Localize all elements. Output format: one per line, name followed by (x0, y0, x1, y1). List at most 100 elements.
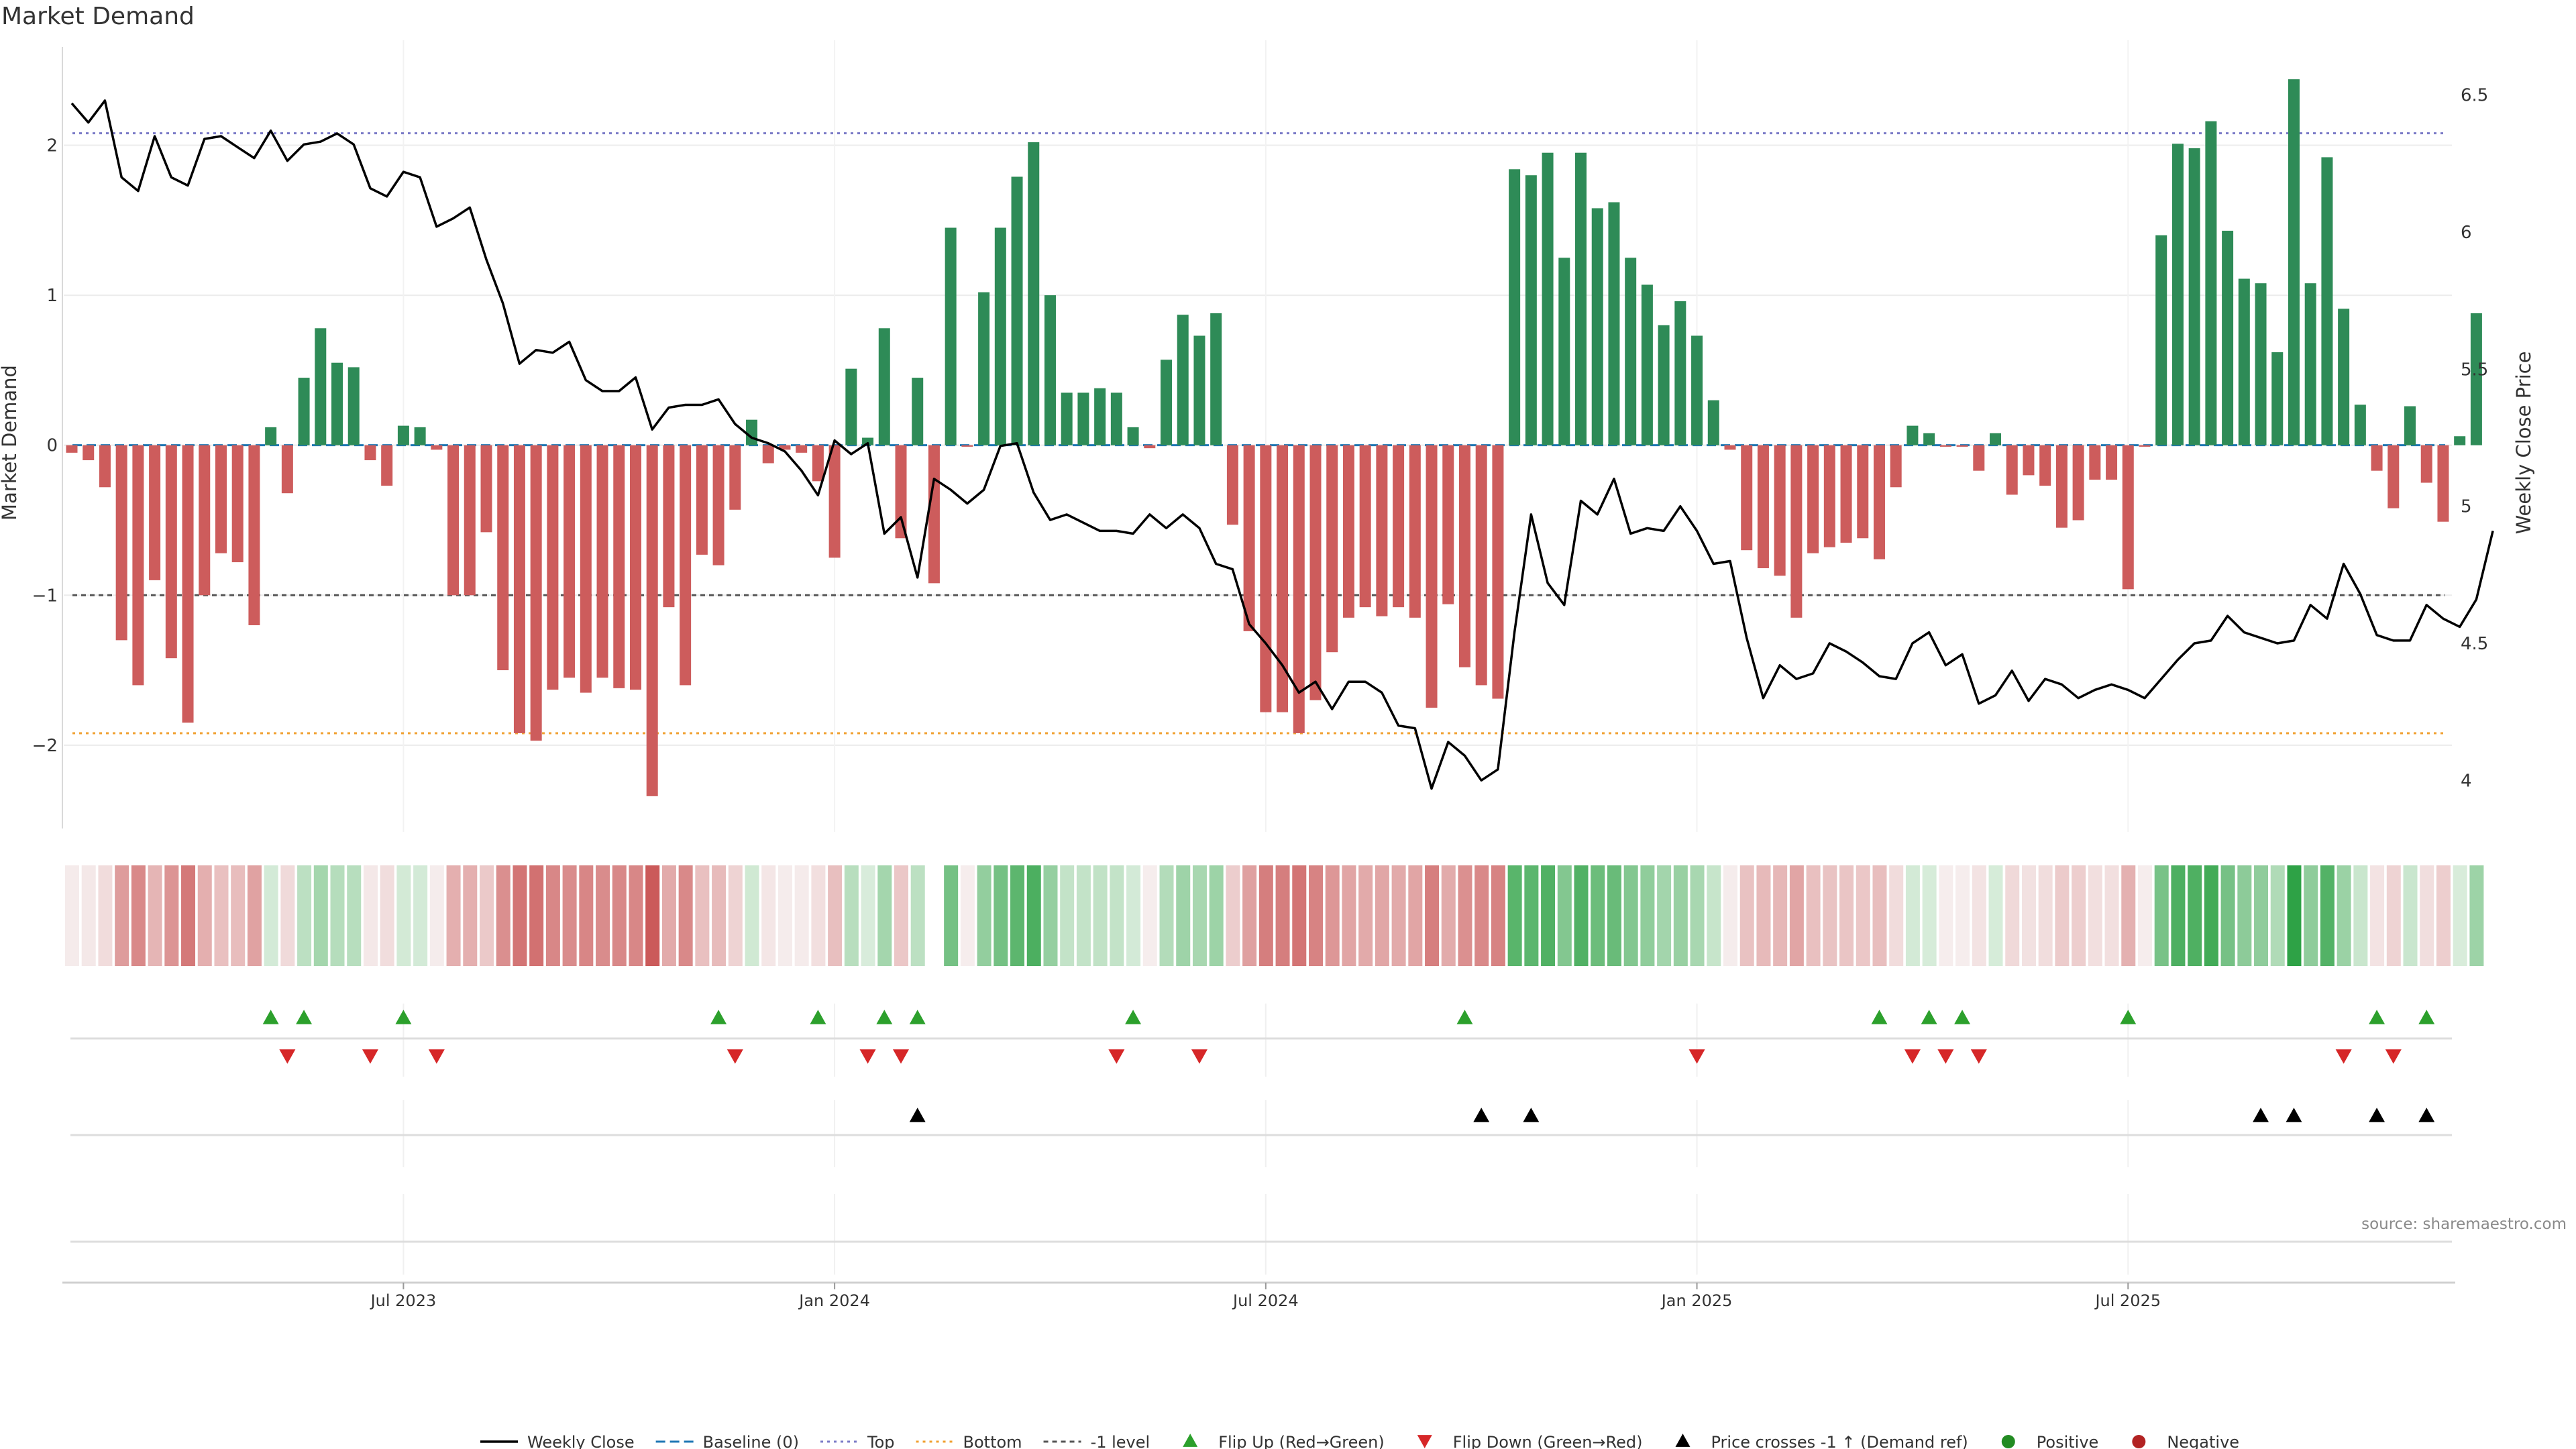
heat-cell (828, 865, 843, 966)
heat-cell (579, 865, 594, 966)
heat-cell (1972, 865, 1986, 966)
heat-cell (1192, 865, 1207, 966)
heat-cell (1060, 865, 1075, 966)
legend-label: -1 level (1091, 1433, 1150, 1449)
demand-bar (2055, 445, 2068, 528)
demand-bar (779, 445, 791, 450)
heat-cell (1375, 865, 1389, 966)
demand-bar (564, 445, 576, 678)
heat-cell (1690, 865, 1705, 966)
demand-bar (2171, 144, 2184, 445)
level-lines (72, 132, 2445, 735)
legend-swatch-negative (2132, 1435, 2146, 1448)
demand-bar (1226, 445, 1238, 525)
demand-bar (414, 427, 426, 445)
demand-bar (1939, 445, 1951, 447)
y-tick-right: 5.5 (2461, 360, 2488, 380)
demand-bar (2338, 309, 2350, 445)
demand-bar (381, 445, 393, 486)
demand-bar (480, 445, 492, 533)
heat-cell (1922, 865, 1937, 966)
heat-cell (181, 865, 196, 966)
demand-bar (746, 419, 758, 445)
heat-cell (1607, 865, 1621, 966)
heat-cell (712, 865, 727, 966)
demand-bar (680, 445, 692, 686)
demand-bar (1028, 142, 1040, 445)
heat-cell (2403, 865, 2418, 966)
demand-bar (1277, 445, 1289, 712)
demand-bar (1326, 445, 1338, 653)
heat-cell (811, 865, 826, 966)
demand-bar (762, 445, 774, 464)
demand-bar (2321, 157, 2333, 445)
demand-bar (2255, 283, 2267, 445)
heat-cell (1458, 865, 1472, 966)
demand-bar (1591, 208, 1603, 445)
demand-bar (2387, 445, 2400, 508)
demand-bar (696, 445, 708, 555)
demand-bar (646, 445, 658, 796)
heat-cell (877, 865, 892, 966)
demand-bar (2437, 445, 2449, 522)
heat-cell (761, 865, 776, 966)
heat-cell (2204, 865, 2218, 966)
demand-bar (1625, 258, 1637, 445)
demand-heat-strip (65, 865, 2484, 966)
legend-label: Weekly Close (527, 1433, 635, 1449)
demand-bar (712, 445, 724, 566)
heat-cell (413, 865, 428, 966)
flip-up-marker (876, 1010, 893, 1024)
flip-down-marker (1970, 1049, 1987, 1064)
heat-cell (2370, 865, 2385, 966)
heat-cell (2237, 865, 2252, 966)
heat-cell (1358, 865, 1373, 966)
demand-bar (1110, 392, 1122, 445)
demand-bar (83, 445, 95, 461)
demand-bar (1161, 360, 1173, 445)
heat-cell (1491, 865, 1505, 966)
heat-cell (2220, 865, 2235, 966)
heat-cell (612, 865, 627, 966)
y-tick-right: 4 (2461, 771, 2472, 791)
y-tick-right: 4.5 (2461, 634, 2488, 654)
close-line-group (70, 99, 2494, 790)
demand-bar (1359, 445, 1371, 608)
heat-cell (529, 865, 544, 966)
heat-cell (1806, 865, 1821, 966)
heat-cell (1773, 865, 1788, 966)
heat-cell (1939, 865, 1953, 966)
demand-bar (1973, 445, 1985, 471)
legend-label: Baseline (0) (703, 1433, 799, 1449)
heat-cell (1988, 865, 2003, 966)
legend-swatch-positive (2001, 1435, 2015, 1448)
demand-bars (66, 79, 2482, 796)
price-cross-marker (2369, 1108, 2385, 1122)
demand-bar (165, 445, 177, 659)
demand-bar (2089, 445, 2101, 480)
heat-cell (994, 865, 1008, 966)
heat-cell (463, 865, 478, 966)
flip-up-marker (1456, 1010, 1473, 1024)
demand-bar (1409, 445, 1421, 618)
demand-bar (629, 445, 641, 690)
demand-bar (2106, 445, 2118, 480)
heat-cell (1789, 865, 1804, 966)
demand-bar (1509, 169, 1521, 445)
demand-bar (2072, 445, 2084, 521)
heat-cell (1707, 865, 1721, 966)
demand-bar (2039, 445, 2051, 486)
flip-down-marker (2385, 1049, 2402, 1064)
demand-bar (149, 445, 161, 580)
demand-bar (1144, 445, 1156, 449)
demand-bar (182, 445, 194, 723)
legend-label: Positive (2037, 1433, 2099, 1449)
heat-cell (2287, 865, 2302, 966)
heat-cell (2353, 865, 2368, 966)
heat-cell (678, 865, 693, 966)
demand-bar (961, 445, 973, 447)
demand-bar (1376, 445, 1388, 616)
heat-cell (545, 865, 560, 966)
demand-bar (1890, 445, 1902, 488)
